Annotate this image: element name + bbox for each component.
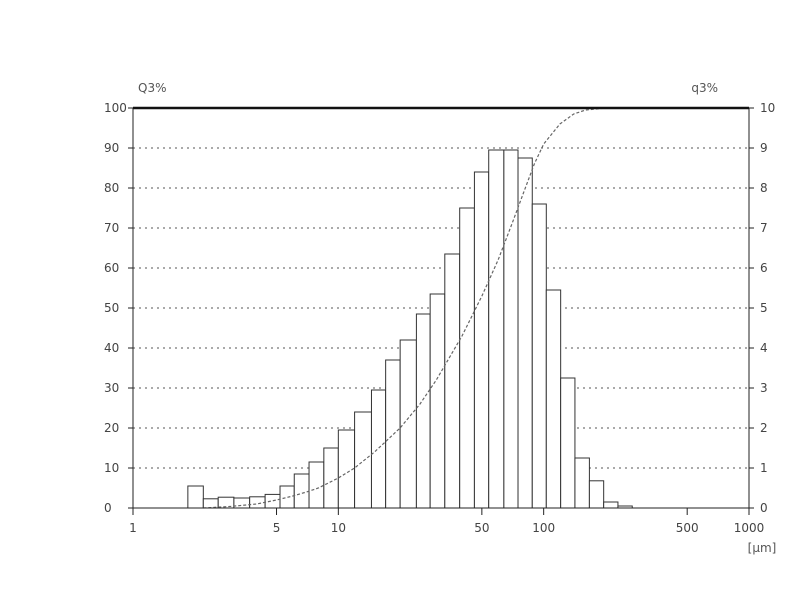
left-tick-label: 10 (104, 461, 119, 475)
histogram-bar (588, 480, 605, 509)
right-tick-label: 0 (760, 501, 768, 515)
histogram-bar (279, 485, 295, 509)
histogram-bar (202, 498, 219, 509)
cumulative-curve-line (203, 107, 642, 509)
histogram-bar (459, 207, 475, 509)
right-tick-label: 3 (760, 381, 768, 395)
histogram-bar (249, 496, 266, 509)
histogram-bar (503, 149, 519, 509)
histogram-bar (399, 339, 417, 509)
histogram-bar (603, 501, 619, 509)
q3-cumulative-curve (203, 107, 642, 509)
right-tick-label: 2 (760, 421, 768, 435)
x-tick-label: 500 (676, 521, 699, 535)
right-tick-label: 4 (760, 341, 768, 355)
right-tick-label: 5 (760, 301, 768, 315)
x-tick-label: 10 (331, 521, 346, 535)
x-tick-label: 1 (129, 521, 137, 535)
left-tick-label: 0 (104, 501, 112, 515)
right-tick-label: 8 (760, 181, 768, 195)
right-tick-label: 6 (760, 261, 768, 275)
histogram-bar (354, 411, 372, 509)
left-tick-label: 20 (104, 421, 119, 435)
right-axis-label: q3% (691, 81, 718, 95)
histogram-bar (308, 461, 325, 509)
q3-histogram-bars (187, 149, 633, 509)
histogram-bar (444, 253, 461, 509)
right-tick-label: 10 (760, 101, 775, 115)
left-tick-label: 90 (104, 141, 119, 155)
histogram-bar (488, 149, 505, 509)
x-unit-label: [µm] (748, 541, 777, 555)
x-tick-label: 1000 (734, 521, 765, 535)
right-tick-label: 9 (760, 141, 768, 155)
left-tick-label: 30 (104, 381, 119, 395)
histogram-bar (187, 485, 204, 509)
histogram-bar (264, 493, 281, 509)
histogram-bar (517, 157, 533, 509)
histogram-bar (545, 289, 562, 509)
x-axis-ticks: 1 5 10 50 100 500 1000 (129, 508, 764, 535)
left-tick-label: 60 (104, 261, 119, 275)
left-axis-label: Q3% (138, 81, 166, 95)
histogram-bar (531, 203, 547, 509)
histogram-bar (574, 457, 590, 509)
histogram-bar (429, 293, 446, 509)
left-tick-label: 50 (104, 301, 119, 315)
x-tick-label: 5 (273, 521, 281, 535)
left-tick-label: 80 (104, 181, 119, 195)
left-tick-label: 100 (104, 101, 127, 115)
histogram-bar (370, 389, 387, 509)
histogram-bar (323, 447, 339, 509)
x-tick-label: 100 (532, 521, 555, 535)
histogram-bar (473, 171, 490, 509)
left-tick-label: 70 (104, 221, 119, 235)
x-tick-label: 50 (474, 521, 489, 535)
left-axis-ticks: 0 10 20 30 40 50 60 70 80 90 100 (104, 101, 133, 515)
right-axis-ticks: 0 1 2 3 4 5 6 7 8 9 10 (749, 101, 775, 515)
histogram-bar (293, 473, 310, 509)
left-tick-label: 40 (104, 341, 119, 355)
right-tick-label: 7 (760, 221, 768, 235)
histogram-bar (415, 313, 431, 509)
histogram-bar (560, 377, 576, 509)
right-tick-label: 1 (760, 461, 768, 475)
